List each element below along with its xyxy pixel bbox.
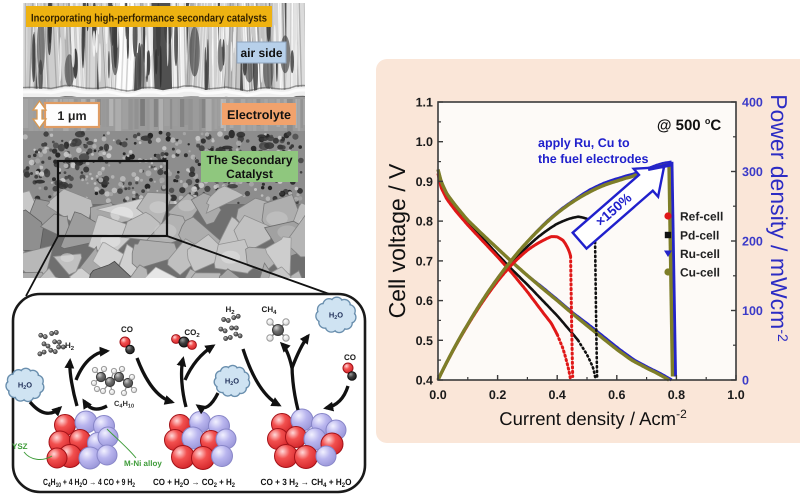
svg-text:Electrolyte: Electrolyte: [227, 108, 291, 122]
svg-text:100: 100: [742, 304, 763, 318]
svg-text:YSZ: YSZ: [12, 442, 28, 451]
svg-text:CO: CO: [344, 353, 356, 362]
svg-text:400: 400: [742, 96, 763, 110]
svg-text:0.8: 0.8: [668, 388, 685, 402]
svg-text:H2O: H2O: [329, 311, 343, 322]
svg-text:0.6: 0.6: [608, 388, 625, 402]
svg-text:Cu-cell: Cu-cell: [680, 266, 720, 280]
svg-text:apply Ru, Cu to: apply Ru, Cu to: [538, 136, 630, 150]
svg-text:1.1: 1.1: [416, 96, 433, 110]
svg-text:Current density / Acm-2: Current density / Acm-2: [499, 407, 687, 429]
svg-text:0.7: 0.7: [416, 254, 433, 268]
svg-text:C4H10 + 4 H2O → 4 CO + 9 H2: C4H10 + 4 H2O → 4 CO + 9 H2: [43, 477, 135, 489]
svg-text:CO + H2O → CO2 + H2: CO + H2O → CO2 + H2: [153, 477, 235, 489]
svg-text:the fuel electrodes: the fuel electrodes: [538, 152, 648, 166]
svg-text:0.9: 0.9: [416, 175, 433, 189]
svg-text:@ 500 oC: @ 500 oC: [657, 116, 722, 134]
svg-text:CH4: CH4: [262, 305, 278, 316]
svg-text:Ru-cell: Ru-cell: [680, 247, 720, 261]
svg-text:300: 300: [742, 165, 763, 179]
svg-text:1.0: 1.0: [727, 388, 744, 402]
svg-text:CO + 3 H2 → CH4 + H2O: CO + 3 H2 → CH4 + H2O: [261, 477, 352, 489]
svg-text:0.0: 0.0: [429, 388, 446, 402]
svg-text:Incorporating high-performance: Incorporating high-performance secondary…: [31, 13, 267, 25]
svg-text:H2: H2: [65, 341, 75, 352]
svg-text:0.2: 0.2: [489, 388, 506, 402]
svg-text:Catalyst: Catalyst: [226, 167, 273, 181]
svg-text:Power density / mWcm-2: Power density / mWcm-2: [766, 94, 792, 342]
svg-text:0.5: 0.5: [416, 334, 433, 348]
svg-text:H2O: H2O: [18, 381, 32, 392]
svg-text:C4H10: C4H10: [114, 399, 134, 410]
svg-text:0.8: 0.8: [416, 215, 433, 229]
svg-text:1.0: 1.0: [416, 135, 433, 149]
svg-text:0.6: 0.6: [416, 294, 433, 308]
svg-text:1 μm: 1 μm: [57, 109, 86, 123]
svg-text:M-Ni alloy: M-Ni alloy: [124, 459, 162, 468]
svg-text:Cell voltage / V: Cell voltage / V: [384, 163, 410, 318]
svg-text:The Secondary: The Secondary: [206, 153, 292, 167]
svg-text:H2: H2: [225, 305, 235, 316]
svg-text:0.4: 0.4: [416, 374, 433, 388]
svg-text:0: 0: [742, 374, 749, 388]
svg-text:Pd-cell: Pd-cell: [680, 229, 719, 243]
svg-text:0.4: 0.4: [549, 388, 566, 402]
svg-text:H2O: H2O: [225, 377, 239, 388]
svg-text:CO: CO: [121, 325, 133, 334]
svg-text:Ref-cell: Ref-cell: [680, 210, 723, 224]
svg-text:CO2: CO2: [184, 328, 200, 339]
svg-text:200: 200: [742, 235, 763, 249]
svg-text:air side: air side: [240, 46, 282, 60]
